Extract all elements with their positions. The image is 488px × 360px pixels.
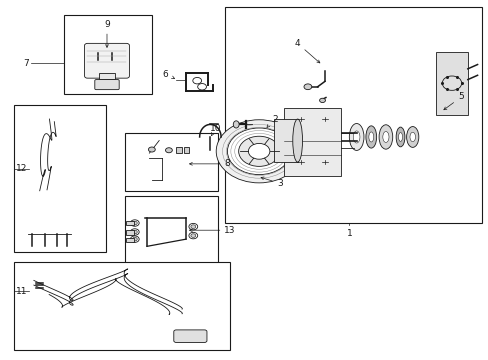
Ellipse shape: [348, 123, 363, 150]
Circle shape: [216, 120, 302, 183]
Text: 1: 1: [346, 229, 351, 238]
Circle shape: [227, 128, 290, 175]
Ellipse shape: [409, 132, 415, 141]
Ellipse shape: [292, 119, 302, 162]
Text: 7: 7: [23, 59, 29, 68]
Ellipse shape: [406, 127, 418, 147]
Circle shape: [165, 148, 172, 153]
Bar: [126, 230, 134, 234]
Circle shape: [197, 84, 206, 90]
Bar: [224, 7, 482, 223]
FancyBboxPatch shape: [84, 43, 129, 78]
Text: 4: 4: [294, 39, 319, 63]
Bar: [126, 238, 134, 242]
Circle shape: [130, 236, 139, 242]
Text: 10: 10: [209, 123, 221, 136]
Circle shape: [248, 143, 269, 159]
Circle shape: [148, 147, 155, 152]
Ellipse shape: [398, 132, 402, 141]
Text: 2: 2: [266, 114, 277, 127]
Circle shape: [130, 229, 139, 235]
Text: 6: 6: [163, 70, 174, 79]
Text: 9: 9: [104, 19, 110, 48]
Bar: [125, 196, 217, 266]
Circle shape: [238, 136, 279, 166]
Circle shape: [188, 224, 197, 230]
Bar: [99, 73, 115, 78]
Bar: [126, 221, 134, 225]
Ellipse shape: [365, 126, 376, 148]
Circle shape: [188, 232, 197, 239]
Bar: [274, 119, 297, 162]
Circle shape: [190, 234, 195, 237]
Text: 5: 5: [443, 92, 464, 110]
Text: 8: 8: [224, 159, 229, 168]
Circle shape: [132, 237, 137, 241]
Bar: [125, 134, 217, 191]
Ellipse shape: [382, 131, 388, 143]
FancyBboxPatch shape: [284, 108, 340, 176]
Text: 11: 11: [16, 287, 27, 296]
Circle shape: [192, 77, 201, 84]
Ellipse shape: [368, 132, 373, 142]
Circle shape: [190, 225, 195, 228]
Circle shape: [319, 98, 325, 103]
Bar: [176, 147, 182, 153]
Ellipse shape: [233, 121, 239, 128]
Circle shape: [132, 230, 137, 234]
FancyBboxPatch shape: [95, 80, 119, 90]
Ellipse shape: [378, 125, 392, 149]
Text: 3: 3: [261, 177, 283, 188]
Circle shape: [304, 84, 311, 90]
FancyBboxPatch shape: [173, 330, 206, 342]
Circle shape: [130, 220, 139, 226]
Circle shape: [132, 221, 137, 225]
Ellipse shape: [353, 131, 359, 143]
Bar: [14, 105, 105, 252]
Text: 12: 12: [16, 164, 27, 173]
Bar: [435, 52, 467, 114]
Ellipse shape: [395, 127, 404, 147]
Text: 13: 13: [224, 226, 235, 235]
Bar: [64, 15, 152, 94]
Bar: [183, 147, 189, 153]
Bar: [14, 262, 229, 350]
